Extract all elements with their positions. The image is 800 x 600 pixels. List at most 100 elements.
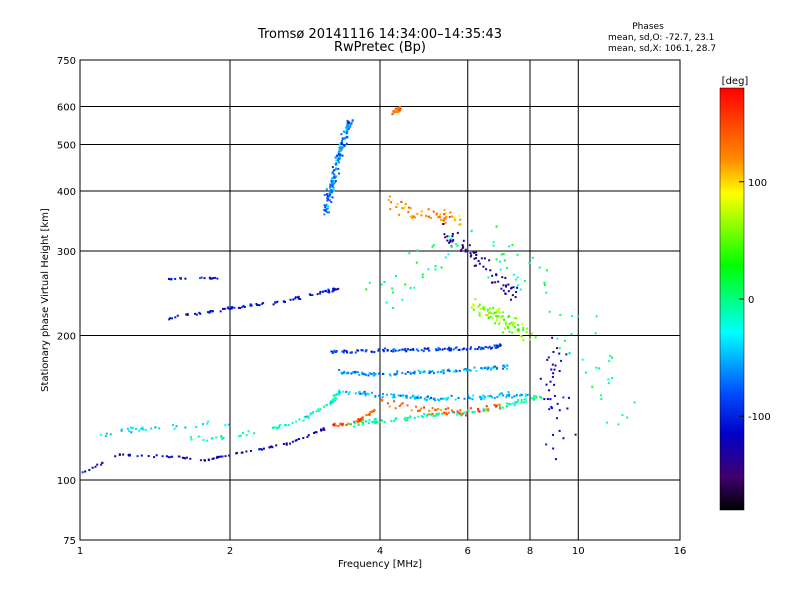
echo-point <box>503 259 506 262</box>
echo-point <box>456 231 459 234</box>
echo-point <box>329 183 332 186</box>
echo-point <box>409 372 412 375</box>
echo-point <box>317 408 320 411</box>
echo-point <box>417 395 420 398</box>
echo-point <box>346 119 349 122</box>
echo-point <box>158 427 161 430</box>
echo-point <box>165 455 168 458</box>
echo-point <box>361 392 364 395</box>
echo-point <box>262 447 265 450</box>
echo-point <box>491 346 494 349</box>
echo-point <box>434 414 437 417</box>
echo-point <box>396 372 399 375</box>
echo-point <box>203 277 206 280</box>
echo-point <box>436 398 439 401</box>
echo-point <box>155 454 158 457</box>
echo-point <box>431 412 434 415</box>
echo-point <box>337 392 340 395</box>
echo-point <box>545 269 548 272</box>
echo-point <box>409 215 412 218</box>
echo-point <box>357 420 360 423</box>
echo-point <box>226 307 229 310</box>
echo-point <box>142 428 145 431</box>
echo-point <box>338 149 341 152</box>
echo-point <box>382 350 385 353</box>
echo-point <box>326 205 329 208</box>
echo-point <box>217 456 220 459</box>
echo-point <box>341 154 344 157</box>
echo-point <box>508 315 511 318</box>
echo-point <box>335 156 338 159</box>
echo-point <box>228 307 231 310</box>
echo-point <box>432 210 435 213</box>
echo-point <box>417 369 420 372</box>
echo-point <box>342 137 345 140</box>
echo-point <box>607 382 610 385</box>
echo-point <box>548 310 551 313</box>
echo-point <box>522 328 525 331</box>
echo-point <box>416 249 419 252</box>
echo-point <box>416 212 419 215</box>
echo-point <box>401 348 404 351</box>
echo-point <box>346 125 349 128</box>
echo-point <box>349 351 352 354</box>
echo-point <box>513 321 516 324</box>
echo-point <box>449 211 452 214</box>
echo-point <box>477 346 480 349</box>
echo-point <box>364 393 367 396</box>
echo-point <box>473 410 476 413</box>
echo-point <box>373 408 376 411</box>
echo-point <box>499 407 502 410</box>
echo-point <box>509 287 512 290</box>
echo-point <box>307 417 310 420</box>
echo-point <box>568 352 571 355</box>
echo-point <box>412 394 415 397</box>
echo-point <box>466 348 469 351</box>
echo-point <box>462 347 465 350</box>
echo-point <box>513 326 516 329</box>
echo-point <box>436 349 439 352</box>
echo-point <box>334 156 337 159</box>
echo-point <box>355 371 358 374</box>
echo-point <box>427 347 430 350</box>
echo-point <box>325 188 328 191</box>
echo-point <box>474 298 477 301</box>
echo-point <box>161 455 164 458</box>
echo-point <box>295 438 298 441</box>
echo-point <box>345 424 348 427</box>
echo-point <box>425 414 428 417</box>
echo-point <box>315 410 318 413</box>
echo-point <box>444 236 447 239</box>
echo-point <box>410 348 413 351</box>
echo-point <box>315 431 318 434</box>
echo-point <box>105 432 108 435</box>
echo-point <box>591 385 594 388</box>
echo-point <box>344 126 347 129</box>
echo-point <box>495 258 498 261</box>
echo-point <box>461 412 464 415</box>
echo-point <box>397 108 400 111</box>
echo-point <box>321 290 324 293</box>
echo-point <box>431 370 434 373</box>
echo-point <box>486 368 489 371</box>
echo-point <box>435 349 438 352</box>
echo-point <box>443 217 446 220</box>
echo-point <box>386 402 389 405</box>
echo-point <box>444 397 447 400</box>
echo-point <box>484 409 487 412</box>
echo-point <box>332 186 335 189</box>
echo-point <box>381 392 384 395</box>
echo-point <box>402 394 405 397</box>
echo-point <box>409 371 412 374</box>
echo-point <box>216 277 219 280</box>
echo-point <box>428 372 431 375</box>
echo-point <box>488 259 491 262</box>
echo-point <box>531 256 534 259</box>
echo-point <box>514 401 517 404</box>
echo-point <box>502 331 505 334</box>
grid-lines <box>80 60 680 540</box>
echo-point <box>460 248 463 251</box>
echo-point <box>506 364 509 367</box>
echo-point <box>558 409 561 412</box>
echo-point <box>215 436 218 439</box>
